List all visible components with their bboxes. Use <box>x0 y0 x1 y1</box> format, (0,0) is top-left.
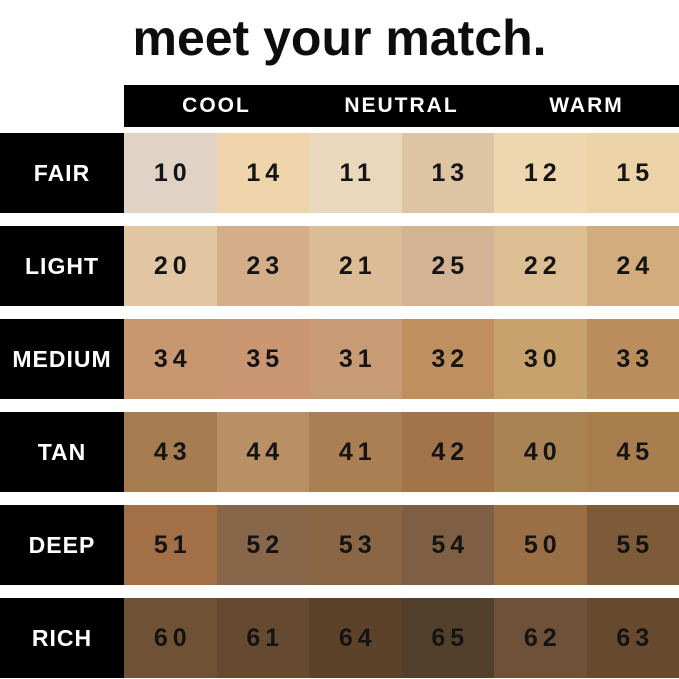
shade-row-deep: DEEP 51 52 53 54 50 55 <box>0 505 679 585</box>
shade-swatch: 50 <box>494 505 587 585</box>
shade-number: 45 <box>616 437 655 466</box>
shade-number: 22 <box>523 251 562 280</box>
shade-swatch: 11 <box>309 133 402 213</box>
shade-swatch: 23 <box>216 226 309 306</box>
shade-swatch: 52 <box>216 505 309 585</box>
shade-number: 21 <box>338 251 377 280</box>
shade-swatch: 35 <box>216 319 309 399</box>
shade-swatch: 54 <box>401 505 494 585</box>
swatch-band: 34 35 31 32 30 33 <box>124 319 679 399</box>
shade-number: 20 <box>153 251 192 280</box>
column-header-warm: WARM <box>549 94 624 117</box>
shade-number: 24 <box>616 251 655 280</box>
shade-swatch: 22 <box>494 226 587 306</box>
swatch-band: 43 44 41 42 40 45 <box>124 412 679 492</box>
shade-number: 44 <box>246 437 285 466</box>
shade-number: 54 <box>431 530 470 559</box>
shade-swatch: 10 <box>124 133 217 213</box>
shade-number: 42 <box>431 437 470 466</box>
shade-swatch: 24 <box>586 226 679 306</box>
column-header-cool: COOL <box>182 94 251 117</box>
page-title: meet your match. <box>132 10 547 66</box>
shade-number: 51 <box>153 530 192 559</box>
shade-swatch: 14 <box>216 133 309 213</box>
shade-swatch: 42 <box>401 412 494 492</box>
shade-number: 33 <box>616 344 655 373</box>
shade-row-light: LIGHT 20 23 21 25 22 24 <box>0 226 679 306</box>
row-label-light: LIGHT <box>0 226 124 306</box>
shade-number: 34 <box>153 344 192 373</box>
shade-number: 11 <box>339 158 376 187</box>
shade-swatch: 53 <box>309 505 402 585</box>
shade-swatch: 44 <box>216 412 309 492</box>
shade-number: 50 <box>523 530 562 559</box>
shade-number: 53 <box>338 530 377 559</box>
shade-swatch: 51 <box>124 505 217 585</box>
shade-row-fair: FAIR 10 14 11 13 12 15 <box>0 133 679 213</box>
shade-row-tan: TAN 43 44 41 42 40 45 <box>0 412 679 492</box>
row-label-medium: MEDIUM <box>0 319 124 399</box>
shade-number: 64 <box>338 623 377 652</box>
row-label-tan: TAN <box>0 412 124 492</box>
shade-number: 23 <box>246 251 285 280</box>
swatch-band: 10 14 11 13 12 15 <box>124 133 679 213</box>
shade-number: 32 <box>431 344 470 373</box>
swatch-band: 51 52 53 54 50 55 <box>124 505 679 585</box>
shade-number: 62 <box>523 623 562 652</box>
shade-swatch: 45 <box>586 412 679 492</box>
column-header-neutral: NEUTRAL <box>344 94 459 117</box>
shade-number: 12 <box>523 158 562 187</box>
shade-row-medium: MEDIUM 34 35 31 32 30 33 <box>0 319 679 399</box>
shade-number: 31 <box>338 344 377 373</box>
shade-number: 30 <box>523 344 562 373</box>
shade-swatch: 33 <box>586 319 679 399</box>
shade-swatch: 32 <box>401 319 494 399</box>
shade-number: 61 <box>246 623 285 652</box>
shade-number: 14 <box>246 158 285 187</box>
shade-swatch: 30 <box>494 319 587 399</box>
shade-swatch: 25 <box>401 226 494 306</box>
shade-swatch: 21 <box>309 226 402 306</box>
shade-swatch: 43 <box>124 412 217 492</box>
shade-number: 15 <box>616 158 655 187</box>
shade-swatch: 12 <box>494 133 587 213</box>
shade-swatch: 64 <box>309 598 402 678</box>
shade-swatch: 65 <box>401 598 494 678</box>
row-label-deep: DEEP <box>0 505 124 585</box>
shade-number: 13 <box>431 158 470 187</box>
shade-number: 10 <box>153 158 192 187</box>
row-label-fair: FAIR <box>0 133 124 213</box>
shade-number: 55 <box>616 530 655 559</box>
shade-swatch: 40 <box>494 412 587 492</box>
shade-swatch: 63 <box>586 598 679 678</box>
swatch-band: 20 23 21 25 22 24 <box>124 226 679 306</box>
shade-swatch: 55 <box>586 505 679 585</box>
shade-number: 25 <box>431 251 470 280</box>
swatch-band: 60 61 64 65 62 63 <box>124 598 679 678</box>
shade-swatch: 60 <box>124 598 217 678</box>
shade-number: 63 <box>616 623 655 652</box>
shade-number: 41 <box>338 437 377 466</box>
shade-number: 40 <box>523 437 562 466</box>
shade-swatch: 20 <box>124 226 217 306</box>
shade-swatch: 15 <box>586 133 679 213</box>
shade-number: 60 <box>153 623 192 652</box>
shade-number: 35 <box>246 344 285 373</box>
shade-swatch: 61 <box>216 598 309 678</box>
shade-swatch: 13 <box>401 133 494 213</box>
shade-swatch: 34 <box>124 319 217 399</box>
shade-swatch: 62 <box>494 598 587 678</box>
shade-number: 43 <box>153 437 192 466</box>
undertone-header-bar: COOL NEUTRAL WARM <box>124 85 679 127</box>
shade-number: 52 <box>246 530 285 559</box>
shade-number: 65 <box>431 623 470 652</box>
row-label-rich: RICH <box>0 598 124 678</box>
shade-swatch: 31 <box>309 319 402 399</box>
shade-swatch: 41 <box>309 412 402 492</box>
shade-row-rich: RICH 60 61 64 65 62 63 <box>0 598 679 678</box>
